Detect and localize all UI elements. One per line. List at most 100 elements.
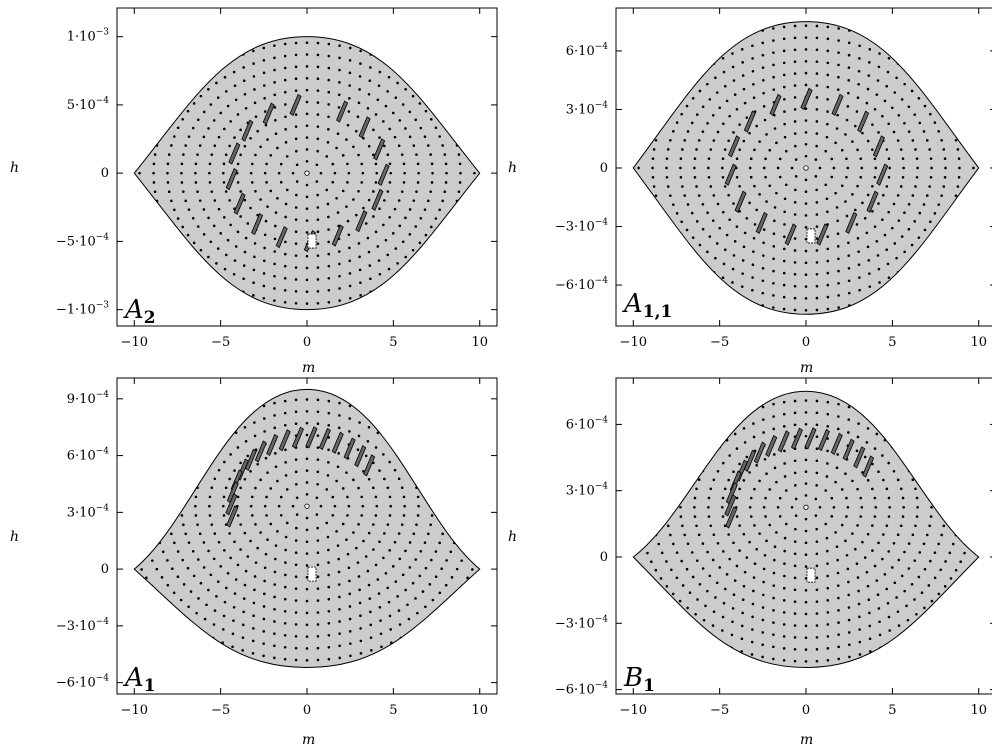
lattice-dot [345, 471, 348, 474]
lattice-dot [753, 487, 756, 491]
lattice-dot [415, 190, 418, 193]
x-axis: −10 −5 0 5 10 [620, 8, 987, 350]
lattice-dot [265, 181, 268, 184]
lattice-dot [366, 439, 370, 443]
marker-set [724, 427, 875, 583]
y-tick-label: 9·10−4 [67, 390, 109, 407]
lattice-dot [733, 432, 737, 436]
lattice-dot [338, 414, 341, 417]
lattice-dot [374, 162, 378, 166]
lattice-dot [915, 496, 919, 500]
lattice-dot [285, 155, 289, 158]
lattice-dot [827, 353, 830, 356]
lattice-dot [816, 364, 819, 367]
lattice-dot [176, 217, 180, 220]
lattice-dot [279, 162, 283, 166]
lattice-dot [857, 83, 860, 86]
lattice-dot [263, 430, 266, 433]
lattice-dot [959, 560, 962, 564]
x-tick-label: 10 [970, 703, 987, 718]
lattice-dot [783, 574, 786, 578]
lattice-dot [380, 364, 383, 367]
lattice-dot [359, 294, 362, 297]
lattice-dot [753, 524, 756, 527]
lattice-dot [210, 523, 214, 526]
lattice-dot [836, 232, 840, 236]
lattice-dot [283, 645, 287, 649]
lattice-dot [403, 171, 406, 175]
lattice-dot [243, 250, 247, 254]
lattice-dot [923, 104, 927, 108]
lattice-dot [249, 470, 252, 473]
lattice-dot [170, 532, 173, 536]
lattice-dot [897, 219, 901, 222]
lattice-dot [229, 223, 232, 227]
lattice-dot [755, 547, 758, 551]
lattice-dot [848, 643, 851, 647]
lattice-dot [868, 285, 872, 288]
lattice-dot [847, 631, 851, 634]
lattice-dot [209, 240, 213, 244]
center-marker [803, 504, 809, 510]
lattice-dot [879, 365, 882, 368]
lattice-dot [738, 123, 741, 126]
phase-marker [244, 448, 257, 471]
lattice-dot [826, 647, 830, 650]
lattice-dot [815, 647, 819, 651]
lattice-dot [793, 564, 797, 568]
lattice-dot [751, 359, 754, 362]
lattice-dot [804, 178, 808, 182]
lattice-dot [918, 121, 922, 125]
lattice-dot [252, 281, 255, 284]
lattice-dot [404, 87, 407, 91]
phase-marker [262, 102, 275, 125]
lattice-dot [793, 272, 797, 276]
lattice-dot [836, 584, 840, 587]
lattice-dot [414, 597, 417, 600]
lattice-dot [751, 57, 754, 60]
lattice-dot [316, 65, 320, 69]
lattice-dot [804, 119, 808, 122]
lattice-dot [707, 505, 710, 509]
lattice-dot [423, 541, 427, 544]
lattice-dot [775, 191, 778, 195]
lattice-dot [379, 619, 382, 622]
lattice-dot [346, 123, 350, 127]
lattice-dot [906, 618, 910, 622]
lattice-dot [327, 215, 330, 219]
lattice-dot [182, 523, 185, 527]
lattice-dot [414, 558, 418, 561]
lattice-dot [283, 609, 287, 613]
lattice-dot [794, 188, 797, 192]
lattice-dot [390, 368, 393, 371]
lattice-dot [382, 556, 385, 560]
lattice-dot [402, 181, 406, 184]
lattice-dot [347, 171, 351, 175]
lattice-dot [202, 566, 206, 569]
lattice-dot [695, 487, 698, 491]
lattice-dot [765, 133, 768, 136]
lattice-dot [723, 248, 727, 252]
lattice-dot [273, 583, 277, 586]
lattice-dot [199, 248, 203, 252]
lattice-dot [444, 162, 448, 166]
phase-marker [842, 438, 855, 461]
panel-label-main: A [622, 289, 643, 319]
lattice-dot [263, 233, 267, 237]
lattice-dot [252, 62, 255, 65]
lattice-dot [793, 237, 797, 240]
phase-marker [831, 93, 844, 116]
lattice-dot [721, 157, 725, 160]
lattice-dot [331, 495, 335, 499]
lattice-dot [888, 505, 892, 509]
lattice-dot [360, 495, 364, 499]
lattice-dot [404, 255, 407, 259]
lattice-dot [923, 228, 927, 232]
lattice-dot [199, 581, 203, 585]
lattice-dot [923, 606, 926, 610]
lattice-dot [697, 194, 701, 197]
lattice-dot [333, 504, 337, 508]
lattice-dot [815, 459, 819, 463]
lattice-dot [348, 605, 352, 608]
lattice-dot [793, 659, 797, 663]
